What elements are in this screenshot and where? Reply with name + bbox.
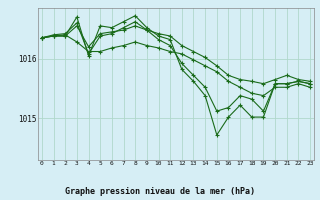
Text: Graphe pression niveau de la mer (hPa): Graphe pression niveau de la mer (hPa) bbox=[65, 187, 255, 196]
